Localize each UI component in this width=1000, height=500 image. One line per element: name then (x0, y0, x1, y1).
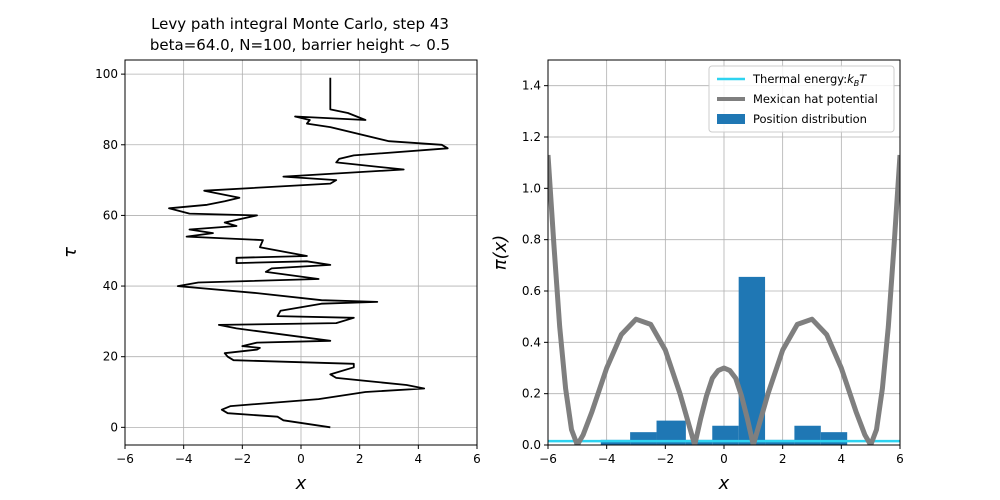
x-tick-label: 0 (297, 452, 305, 466)
y-tick-label: 40 (103, 279, 118, 293)
histogram-bar (630, 432, 657, 445)
distribution-plot: −6 −4 −2 0 2 4 6 0.0 0.2 0.4 0.6 0.8 1.0 1.2 1.4 x π(x) T… (490, 59, 904, 494)
x-tick-label: −4 (598, 452, 616, 466)
y-tick-label: 100 (95, 67, 118, 81)
y-tick-label: 0.8 (522, 233, 541, 247)
x-tick-label: 4 (838, 452, 846, 466)
x-tick-label: −6 (539, 452, 557, 466)
legend-swatch (717, 114, 745, 124)
chart-title: Levy path integral Monte Carlo, step 43 … (150, 15, 450, 54)
y-tick-label: 1.0 (522, 181, 541, 195)
y-tick-label: 60 (103, 208, 118, 222)
histogram-bar (600, 439, 631, 445)
legend-label: Position distribution (753, 112, 867, 126)
x-axis-label: x (718, 473, 730, 494)
title-line-2: beta=64.0, N=100, barrier height ∼ 0.5 (150, 36, 450, 54)
grid (124, 60, 478, 445)
y-tick-label: 0.2 (522, 387, 541, 401)
title-line-1: Levy path integral Monte Carlo, step 43 (151, 15, 449, 33)
y-tick-label: 1.2 (522, 130, 541, 144)
x-tick-label: 2 (779, 452, 787, 466)
x-tick-label: 0 (720, 452, 728, 466)
histogram-bar (765, 439, 795, 445)
y-tick-label: 0.4 (522, 335, 541, 349)
y-axis-label: π(x) (490, 235, 511, 271)
path-line (168, 77, 449, 429)
x-tick-label: 6 (473, 452, 481, 466)
x-tick-label: 4 (415, 452, 423, 466)
x-axis-label: x (295, 473, 307, 494)
y-tick-label: 1.4 (522, 79, 541, 93)
y-tick-label: 0.0 (522, 438, 541, 452)
x-tick-label: −2 (233, 452, 251, 466)
y-tick-label: 0.6 (522, 284, 541, 298)
legend-label: Mexican hat potential (753, 92, 878, 106)
x-tick-label: −6 (116, 452, 134, 466)
x-tick-label: −4 (175, 452, 193, 466)
x-tick-label: 2 (356, 452, 364, 466)
legend-label: Thermal energy:kBT (752, 72, 867, 88)
x-tick-label: −2 (656, 452, 674, 466)
y-tick-label: 20 (103, 350, 118, 364)
mexican-hat-curve (548, 154, 900, 445)
x-tick-label: 6 (896, 452, 904, 466)
y-tick-label: 0 (110, 420, 118, 434)
legend-box (708, 65, 895, 133)
y-tick-label: 80 (103, 138, 118, 152)
legend: Thermal energy:kBT Mexican hat potential P… (708, 65, 895, 133)
histogram-bar (685, 439, 713, 445)
histogram-bar (820, 432, 848, 445)
y-axis-label: τ (60, 247, 81, 258)
